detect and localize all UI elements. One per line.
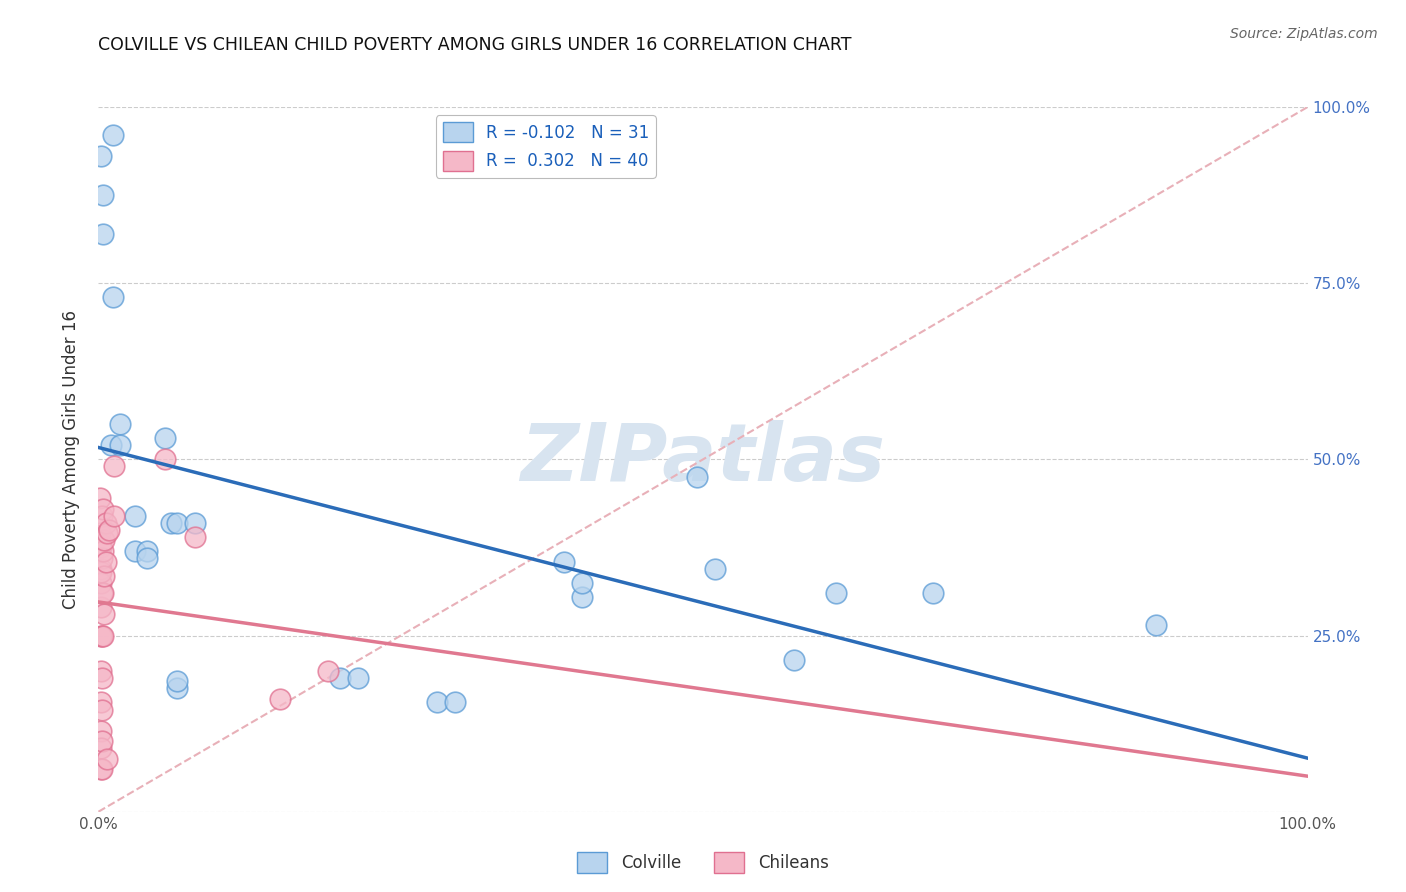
Point: [571, 575, 593, 590]
Point: [96, 752, 118, 766]
Point: [108, 417, 131, 431]
Point: [316, 664, 339, 678]
Point: [90, 575, 112, 590]
Text: COLVILLE VS CHILEAN CHILD POVERTY AMONG GIRLS UNDER 16 CORRELATION CHART: COLVILLE VS CHILEAN CHILD POVERTY AMONG …: [98, 36, 852, 54]
Y-axis label: Child Poverty Among Girls Under 16: Child Poverty Among Girls Under 16: [62, 310, 80, 609]
Text: Source: ZipAtlas.com: Source: ZipAtlas.com: [1230, 27, 1378, 41]
Point: [90, 561, 112, 575]
Point: [91, 586, 114, 600]
Point: [153, 452, 176, 467]
Point: [90, 600, 112, 615]
Point: [90, 723, 112, 738]
Point: [94, 555, 117, 569]
Point: [98, 523, 121, 537]
Point: [93, 533, 115, 548]
Point: [153, 431, 176, 445]
Point: [426, 696, 449, 710]
Point: [166, 681, 188, 696]
Point: [166, 674, 188, 689]
Legend: R = -0.102   N = 31, R =  0.302   N = 40: R = -0.102 N = 31, R = 0.302 N = 40: [436, 115, 655, 178]
Point: [91, 544, 114, 558]
Point: [90, 565, 112, 579]
Point: [94, 516, 117, 530]
Point: [825, 586, 848, 600]
Point: [90, 541, 112, 555]
Point: [553, 555, 575, 569]
Point: [91, 227, 114, 241]
Point: [782, 653, 804, 667]
Point: [91, 188, 114, 202]
Point: [91, 671, 114, 685]
Point: [90, 628, 112, 642]
Point: [91, 586, 114, 600]
Point: [103, 508, 125, 523]
Point: [90, 664, 112, 678]
Point: [135, 544, 157, 558]
Text: ZIPatlas: ZIPatlas: [520, 420, 886, 499]
Point: [91, 628, 114, 642]
Point: [96, 526, 118, 541]
Point: [444, 696, 467, 710]
Point: [347, 671, 370, 685]
Point: [91, 508, 114, 523]
Point: [135, 551, 157, 566]
Point: [166, 516, 188, 530]
Point: [91, 734, 114, 748]
Point: [89, 491, 111, 505]
Point: [101, 290, 124, 304]
Legend: Colville, Chileans: Colville, Chileans: [571, 846, 835, 880]
Point: [704, 561, 727, 575]
Point: [90, 537, 112, 551]
Point: [184, 516, 207, 530]
Point: [686, 470, 709, 484]
Point: [89, 526, 111, 541]
Point: [184, 530, 207, 544]
Point: [329, 671, 352, 685]
Point: [124, 508, 146, 523]
Point: [269, 692, 291, 706]
Point: [921, 586, 943, 600]
Point: [90, 763, 112, 777]
Point: [91, 628, 114, 642]
Point: [571, 590, 593, 604]
Point: [1146, 618, 1168, 632]
Point: [90, 696, 112, 710]
Point: [108, 438, 131, 452]
Point: [124, 544, 146, 558]
Point: [91, 702, 114, 716]
Point: [93, 568, 115, 582]
Point: [100, 438, 122, 452]
Point: [91, 763, 114, 777]
Point: [90, 741, 112, 756]
Point: [91, 501, 114, 516]
Point: [93, 607, 115, 622]
Point: [160, 516, 183, 530]
Point: [101, 128, 124, 143]
Point: [90, 149, 112, 163]
Point: [103, 459, 125, 474]
Point: [91, 551, 114, 566]
